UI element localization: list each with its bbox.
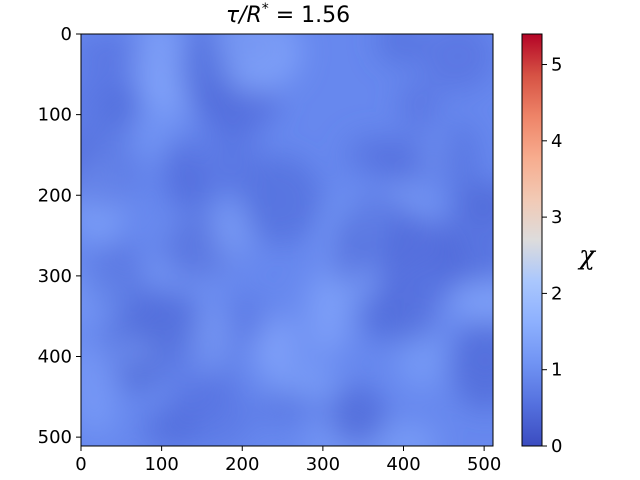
field-texture bbox=[99, 84, 139, 134]
field-texture bbox=[81, 125, 142, 212]
y-tick-label: 100 bbox=[38, 105, 72, 126]
field-texture bbox=[395, 333, 447, 394]
colorbar-tick-label: 5 bbox=[551, 55, 562, 76]
field-texture bbox=[192, 305, 231, 374]
field-texture bbox=[209, 34, 302, 92]
title-rhs: = 1.56 bbox=[269, 3, 350, 28]
x-axis: 0 100 200 300 400 500 bbox=[75, 446, 501, 475]
y-tick-label: 500 bbox=[38, 427, 72, 448]
field-texture bbox=[82, 241, 150, 314]
field-texture bbox=[81, 405, 119, 438]
x-tick-label: 500 bbox=[467, 454, 501, 475]
field-texture bbox=[210, 199, 251, 264]
field-texture bbox=[239, 155, 322, 246]
field-texture bbox=[376, 422, 439, 446]
field-texture bbox=[136, 34, 182, 104]
field-texture bbox=[328, 386, 386, 446]
y-tick-label: 0 bbox=[61, 24, 72, 45]
title-lhs: τ/R bbox=[226, 3, 262, 28]
field-texture bbox=[419, 136, 452, 185]
field-texture bbox=[162, 138, 202, 203]
x-tick-label: 300 bbox=[306, 454, 340, 475]
field-texture bbox=[222, 294, 270, 350]
field-texture bbox=[446, 331, 493, 386]
colorbar-tick-label: 4 bbox=[551, 131, 562, 152]
field-texture bbox=[338, 194, 416, 267]
x-tick-label: 100 bbox=[144, 454, 178, 475]
colorbar-tick-label: 3 bbox=[551, 207, 562, 228]
field-texture bbox=[436, 204, 493, 286]
colorbar-tick-label: 0 bbox=[551, 436, 562, 457]
field-texture bbox=[141, 406, 197, 446]
field-texture bbox=[397, 79, 440, 131]
x-tick-label: 200 bbox=[225, 454, 259, 475]
y-tick-label: 200 bbox=[38, 185, 72, 206]
colorbar-label: χ bbox=[577, 241, 597, 271]
colorbar: 0 1 2 3 4 5 χ bbox=[521, 33, 597, 457]
field-texture bbox=[255, 390, 316, 425]
field-texture bbox=[443, 120, 481, 206]
field-texture bbox=[81, 339, 121, 424]
field-texture bbox=[421, 34, 493, 93]
x-tick-label: 0 bbox=[75, 454, 86, 475]
field-texture bbox=[375, 34, 424, 67]
colorbar-tick-label: 1 bbox=[551, 360, 562, 381]
colorbar-gradient bbox=[522, 34, 542, 446]
colorbar-axis: 0 1 2 3 4 5 bbox=[542, 55, 562, 457]
field-texture bbox=[363, 299, 438, 344]
field-texture bbox=[118, 359, 161, 392]
y-tick-label: 400 bbox=[38, 347, 72, 368]
y-axis: 0 100 200 300 400 500 bbox=[38, 24, 81, 448]
field-texture bbox=[178, 36, 232, 108]
field-texture bbox=[449, 281, 493, 322]
chart-title: τ/R* = 1.56 bbox=[226, 1, 350, 28]
y-tick-label: 300 bbox=[38, 266, 72, 287]
colorbar-tick-label: 2 bbox=[551, 283, 562, 304]
field-texture bbox=[122, 285, 204, 357]
x-tick-label: 400 bbox=[386, 454, 420, 475]
plot-frame bbox=[80, 33, 494, 447]
field-texture bbox=[344, 134, 405, 175]
heatmap-image bbox=[81, 34, 493, 446]
colorbar-frame bbox=[521, 33, 543, 447]
title-sup: * bbox=[262, 1, 269, 17]
